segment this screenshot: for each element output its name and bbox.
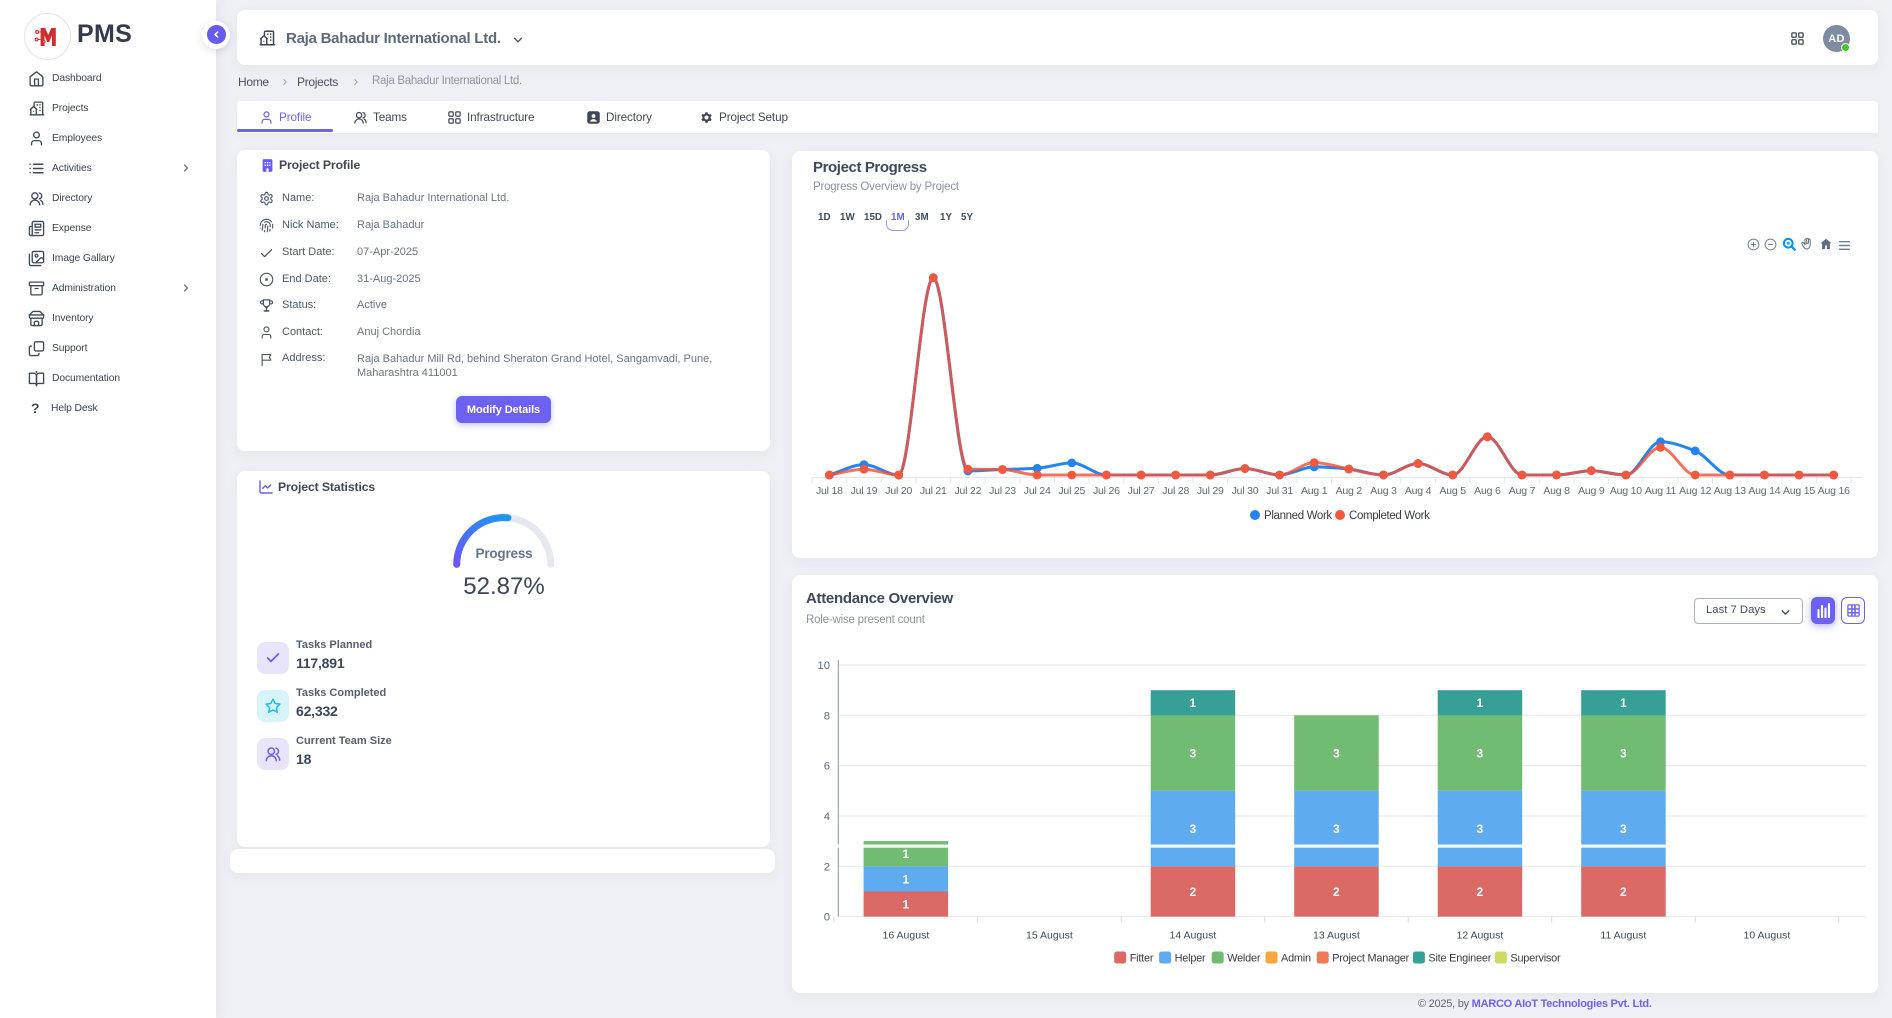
svg-text:Jul 20: Jul 20	[885, 485, 912, 497]
svg-text:1: 1	[903, 872, 910, 886]
svg-text:2: 2	[824, 861, 830, 873]
svg-text:2: 2	[1333, 885, 1340, 899]
svg-text:Aug 5: Aug 5	[1439, 485, 1466, 497]
svg-text:6: 6	[824, 761, 830, 773]
svg-text:3: 3	[1620, 747, 1627, 761]
svg-text:14 August: 14 August	[1170, 930, 1217, 942]
svg-text:Aug 2: Aug 2	[1336, 485, 1363, 497]
svg-text:Aug 12: Aug 12	[1679, 485, 1711, 497]
svg-text:1: 1	[903, 847, 910, 861]
svg-text:4: 4	[824, 811, 830, 823]
svg-text:11 August: 11 August	[1600, 930, 1646, 942]
svg-text:16 August: 16 August	[883, 930, 930, 942]
svg-text:Aug 8: Aug 8	[1543, 485, 1570, 497]
svg-text:Site Engineer: Site Engineer	[1428, 953, 1491, 965]
svg-text:2: 2	[1190, 885, 1197, 899]
svg-text:Aug 14: Aug 14	[1748, 485, 1780, 497]
svg-text:Jul 29: Jul 29	[1197, 485, 1224, 497]
svg-text:Helper: Helper	[1175, 953, 1206, 965]
svg-text:Aug 1: Aug 1	[1301, 485, 1328, 497]
svg-text:3: 3	[1333, 822, 1340, 836]
svg-text:Jul 24: Jul 24	[1024, 485, 1051, 497]
svg-text:1: 1	[1620, 696, 1627, 710]
svg-text:1: 1	[1190, 696, 1197, 710]
svg-text:3: 3	[1477, 747, 1484, 761]
svg-text:Welder: Welder	[1227, 953, 1261, 965]
svg-text:3: 3	[1190, 822, 1197, 836]
svg-text:Jul 21: Jul 21	[920, 485, 947, 497]
svg-text:Aug 4: Aug 4	[1405, 485, 1432, 497]
svg-text:Jul 31: Jul 31	[1266, 485, 1293, 497]
svg-text:Jul 30: Jul 30	[1232, 485, 1259, 497]
svg-text:8: 8	[824, 710, 830, 722]
svg-text:Jul 28: Jul 28	[1162, 485, 1189, 497]
svg-text:1: 1	[1477, 696, 1484, 710]
svg-text:Jul 26: Jul 26	[1093, 485, 1120, 497]
svg-text:2: 2	[1477, 885, 1484, 899]
svg-text:Aug 13: Aug 13	[1714, 485, 1746, 497]
svg-text:0: 0	[824, 912, 830, 924]
svg-text:2: 2	[1620, 885, 1627, 899]
svg-text:Supervisor: Supervisor	[1510, 953, 1561, 965]
svg-text:13 August: 13 August	[1313, 930, 1360, 942]
svg-text:3: 3	[1477, 822, 1484, 836]
svg-text:Aug 6: Aug 6	[1474, 485, 1501, 497]
svg-text:12 August: 12 August	[1457, 930, 1504, 942]
svg-text:Aug 15: Aug 15	[1783, 485, 1815, 497]
svg-text:Jul 22: Jul 22	[954, 485, 981, 497]
svg-text:Aug 16: Aug 16	[1818, 485, 1850, 497]
svg-text:Admin: Admin	[1281, 953, 1311, 965]
svg-text:Jul 25: Jul 25	[1058, 485, 1085, 497]
svg-text:Project Manager: Project Manager	[1332, 953, 1409, 965]
svg-text:Fitter: Fitter	[1130, 953, 1154, 965]
svg-text:Jul 27: Jul 27	[1128, 485, 1155, 497]
svg-text:Jul 18: Jul 18	[816, 485, 843, 497]
svg-text:10: 10	[817, 660, 830, 672]
svg-text:15 August: 15 August	[1026, 930, 1073, 942]
svg-text:Aug 7: Aug 7	[1509, 485, 1536, 497]
svg-text:1: 1	[903, 898, 910, 912]
svg-text:3: 3	[1620, 822, 1627, 836]
svg-text:3: 3	[1190, 747, 1197, 761]
svg-text:Jul 23: Jul 23	[989, 485, 1016, 497]
svg-text:3: 3	[1333, 747, 1340, 761]
svg-text:Aug 10: Aug 10	[1610, 485, 1642, 497]
svg-text:10 August: 10 August	[1744, 930, 1791, 942]
svg-text:Aug 3: Aug 3	[1370, 485, 1397, 497]
svg-text:Aug 9: Aug 9	[1578, 485, 1605, 497]
svg-text:Jul 19: Jul 19	[851, 485, 878, 497]
svg-text:Aug 11: Aug 11	[1645, 485, 1677, 497]
